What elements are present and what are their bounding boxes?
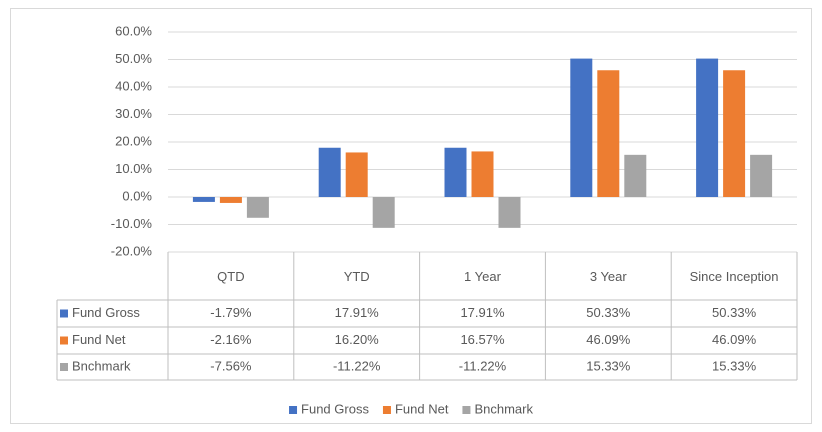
y-tick-label: 0.0% bbox=[122, 188, 152, 203]
table-cell: 15.33% bbox=[586, 358, 631, 373]
bar bbox=[597, 70, 620, 197]
y-tick-label: 30.0% bbox=[115, 106, 152, 121]
bar bbox=[471, 151, 494, 197]
bar bbox=[192, 197, 215, 202]
row-label: Bnchmark bbox=[72, 358, 131, 373]
x-tick-label: QTD bbox=[217, 268, 245, 284]
table-cell: -11.22% bbox=[459, 358, 507, 373]
row-label: Fund Gross bbox=[72, 305, 140, 320]
table-cell: 16.20% bbox=[335, 332, 380, 347]
table-cell: 15.33% bbox=[712, 358, 757, 373]
bar bbox=[570, 58, 593, 197]
x-tick-label: 1 Year bbox=[464, 268, 501, 284]
y-tick-label: -10.0% bbox=[111, 216, 153, 231]
legend: Fund Gross Fund Net Bnchmark bbox=[289, 401, 533, 416]
x-tick-label-box: 1 Year bbox=[464, 268, 501, 284]
table-cell: 17.91% bbox=[335, 305, 380, 320]
table-cell: 17.91% bbox=[460, 305, 505, 320]
table-cell: -11.22% bbox=[333, 358, 381, 373]
x-tick-label-box: YTD bbox=[343, 268, 370, 284]
x-tick-label: 3 Year bbox=[589, 268, 627, 284]
y-tick-label: 50.0% bbox=[115, 51, 152, 66]
legend-key bbox=[60, 363, 68, 371]
bar bbox=[723, 70, 746, 197]
bar bbox=[372, 197, 395, 228]
row-label: Fund Net bbox=[72, 332, 126, 347]
table-cell: 50.33% bbox=[586, 305, 631, 320]
table-cell: 16.57% bbox=[460, 332, 505, 347]
x-tick-label-box: Since Inception bbox=[689, 268, 779, 284]
bar bbox=[498, 197, 521, 228]
legend-label: Bnchmark bbox=[474, 401, 533, 416]
x-tick-label-box: QTD bbox=[217, 268, 245, 284]
legend-label: Fund Net bbox=[395, 401, 449, 416]
legend-key bbox=[382, 406, 391, 414]
bar bbox=[624, 154, 647, 197]
table-cell: 46.09% bbox=[586, 332, 631, 347]
y-tick-label: 40.0% bbox=[115, 78, 152, 93]
table-cell: -2.16% bbox=[210, 332, 252, 347]
bar bbox=[696, 58, 719, 197]
x-tick-label-box: 3 Year bbox=[589, 268, 627, 284]
legend-key bbox=[60, 336, 68, 345]
bar bbox=[750, 154, 773, 197]
x-tick-label: Since Inception bbox=[689, 268, 779, 284]
table-cell: -7.56% bbox=[210, 358, 252, 373]
bar bbox=[318, 147, 341, 197]
bar bbox=[444, 147, 467, 197]
legend-key bbox=[289, 406, 298, 414]
table-cell: 46.09% bbox=[712, 332, 757, 347]
legend-key bbox=[60, 309, 68, 318]
legend-key bbox=[462, 406, 471, 414]
bar bbox=[246, 197, 269, 218]
y-tick-label: 10.0% bbox=[115, 161, 152, 176]
x-tick-label: YTD bbox=[343, 268, 370, 284]
y-tick-label: 20.0% bbox=[115, 133, 152, 148]
bar bbox=[219, 197, 242, 203]
y-tick-label: -20.0% bbox=[111, 243, 153, 258]
table-cell: -1.79% bbox=[210, 305, 252, 320]
legend-label: Fund Gross bbox=[301, 401, 369, 416]
bar bbox=[345, 152, 368, 197]
y-tick-label: 60.0% bbox=[115, 23, 152, 38]
table-cell: 50.33% bbox=[712, 305, 757, 320]
